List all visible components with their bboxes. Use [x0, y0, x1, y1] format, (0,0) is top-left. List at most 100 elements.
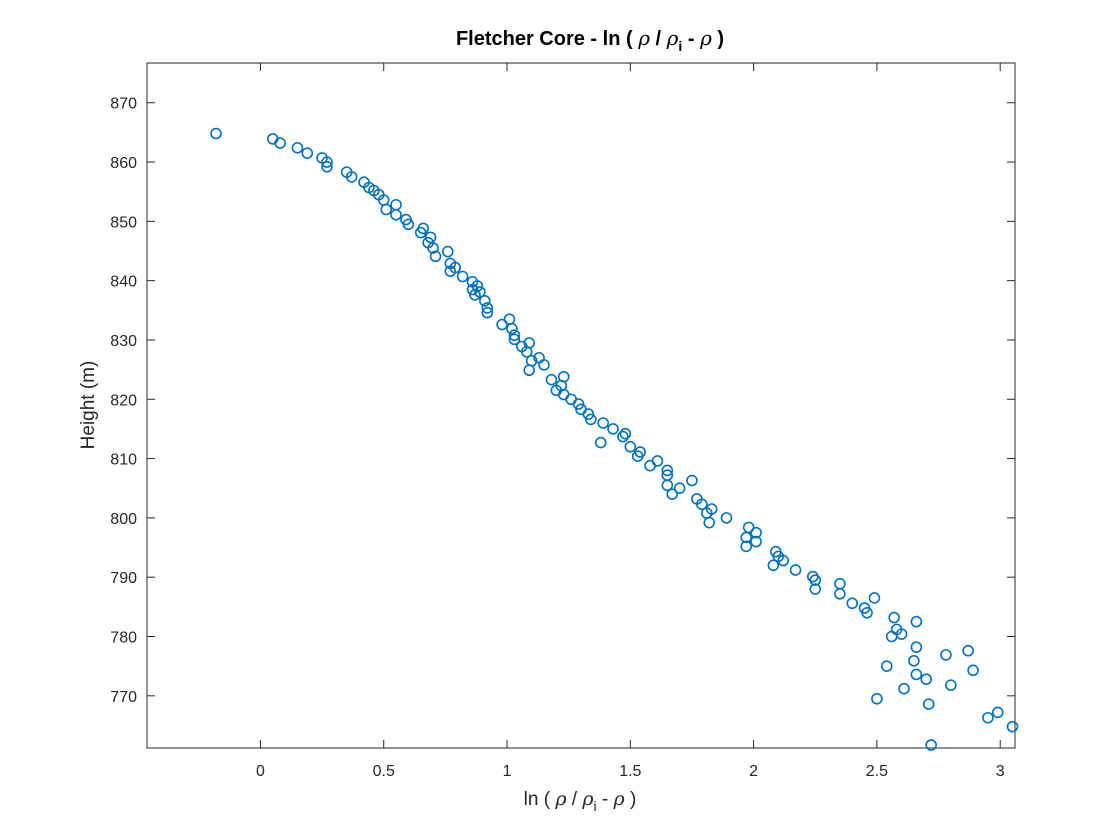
data-point — [991, 706, 1004, 719]
data-point — [871, 692, 883, 705]
data-point — [523, 337, 536, 349]
x-axis-label: ln ( ρ / ρi - ρ ) — [524, 788, 637, 814]
data-point — [809, 574, 822, 586]
data-point — [740, 540, 753, 553]
y-tick-label: 800 — [110, 511, 137, 528]
data-point — [594, 436, 607, 449]
x-tick-label: 3 — [996, 763, 1005, 780]
data-point — [301, 147, 314, 159]
data-point — [634, 446, 646, 458]
data-point — [940, 649, 952, 661]
data-point — [321, 160, 333, 173]
data-point — [525, 354, 538, 367]
y-tick-label: 770 — [110, 689, 137, 706]
data-point — [661, 464, 674, 477]
y-axis-label: Height (m) — [78, 361, 99, 450]
data-point — [345, 171, 358, 183]
data-point — [908, 655, 920, 667]
y-tick-label: 860 — [110, 155, 137, 172]
y-tick-label: 780 — [110, 630, 137, 647]
y-tick-label: 830 — [110, 333, 137, 350]
data-point — [705, 503, 718, 515]
y-tick-label: 820 — [110, 392, 137, 409]
data-point — [402, 218, 415, 231]
y-tick-label: 870 — [110, 96, 137, 113]
data-points — [210, 127, 1019, 751]
data-point — [720, 512, 733, 524]
data-point — [651, 455, 664, 467]
axis-ticks: 0 0.5 1 1.5 2 2.5 3 770 780 790 800 810 820 830 840 850… — [110, 63, 1015, 780]
x-tick-label: 0.5 — [373, 763, 395, 780]
data-point — [210, 127, 222, 140]
data-point — [471, 280, 484, 292]
data-point — [429, 250, 442, 263]
data-point — [834, 588, 846, 600]
x-tick-label: 2 — [749, 763, 758, 780]
data-point — [809, 583, 822, 595]
data-point — [895, 628, 908, 640]
data-point — [274, 137, 286, 149]
data-point — [920, 673, 933, 686]
data-point — [617, 430, 629, 443]
data-point — [666, 488, 679, 500]
data-point — [585, 413, 597, 426]
data-point — [910, 668, 923, 681]
data-point — [703, 516, 716, 529]
data-point — [982, 711, 994, 724]
data-point — [390, 209, 402, 221]
data-point — [945, 679, 957, 691]
data-point — [321, 156, 333, 168]
data-point — [597, 417, 609, 429]
data-point — [777, 554, 790, 567]
data-point — [427, 242, 439, 254]
data-point — [506, 322, 518, 335]
data-point — [481, 306, 494, 319]
data-point — [888, 611, 900, 624]
data-point — [582, 408, 595, 420]
data-point — [291, 142, 304, 154]
data-point — [880, 660, 893, 672]
data-point — [1006, 720, 1019, 733]
axes-box — [146, 62, 1016, 749]
chart-title: Fletcher Core - ln ( ρ / ρi - ρ ) — [456, 26, 724, 54]
data-point — [508, 333, 521, 346]
data-point — [557, 370, 570, 383]
data-point — [572, 398, 585, 410]
x-tick-label: 1 — [503, 763, 512, 780]
data-point — [380, 203, 392, 216]
data-point — [846, 597, 859, 610]
data-point — [910, 641, 923, 653]
data-point — [619, 427, 632, 440]
data-point — [456, 270, 469, 283]
x-tick-label: 0 — [256, 763, 265, 780]
data-point — [442, 245, 454, 258]
data-point — [861, 606, 873, 619]
y-tick-label: 840 — [110, 274, 137, 291]
data-point — [538, 359, 550, 371]
data-point — [789, 564, 802, 576]
y-tick-label: 790 — [110, 570, 137, 587]
data-point — [424, 231, 437, 244]
data-point — [750, 535, 762, 548]
data-point — [508, 329, 521, 342]
data-point — [922, 698, 935, 710]
plot-area — [146, 62, 1016, 749]
y-tick-label: 850 — [110, 214, 137, 231]
data-point — [481, 302, 494, 314]
data-point — [479, 295, 491, 307]
data-point — [449, 261, 462, 274]
data-point — [767, 559, 780, 572]
y-tick-label: 810 — [110, 452, 137, 469]
data-point — [673, 482, 686, 495]
data-point — [868, 592, 881, 604]
data-point — [696, 498, 708, 511]
x-tick-label: 1.5 — [619, 763, 641, 780]
data-point — [624, 440, 637, 453]
data-point — [545, 373, 558, 386]
data-point — [910, 615, 923, 628]
data-point — [742, 521, 755, 534]
data-point — [898, 682, 910, 695]
data-point — [962, 644, 974, 657]
data-point — [417, 222, 429, 235]
